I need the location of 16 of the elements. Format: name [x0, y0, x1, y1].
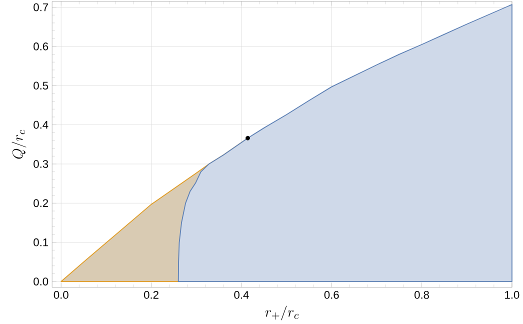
x-tick-label: 1.0 — [505, 291, 520, 300]
x-axis-title: $r_+/r_c$ — [265, 306, 299, 320]
y-tick-label: 0.1 — [34, 238, 48, 246]
y-axis-title: $Q/r_c$ — [12, 130, 26, 159]
y-tick-label: 0.7 — [34, 4, 48, 12]
y-tick-label: 0.0 — [34, 278, 48, 286]
y-tick-label: 0.5 — [34, 82, 48, 90]
y-tick-label: 0.2 — [34, 199, 48, 208]
y-tick-label: 0.3 — [34, 160, 48, 168]
x-tick-label: 0.4 — [234, 291, 249, 300]
x-tick-label: 0.6 — [324, 291, 339, 300]
x-tick-label: 0.2 — [144, 291, 158, 300]
x-tick-label: 0.8 — [414, 291, 429, 300]
y-tick-label: 0.4 — [34, 121, 48, 129]
x-tick-label: 0.0 — [54, 291, 68, 300]
y-tick-label: 0.6 — [34, 42, 48, 51]
